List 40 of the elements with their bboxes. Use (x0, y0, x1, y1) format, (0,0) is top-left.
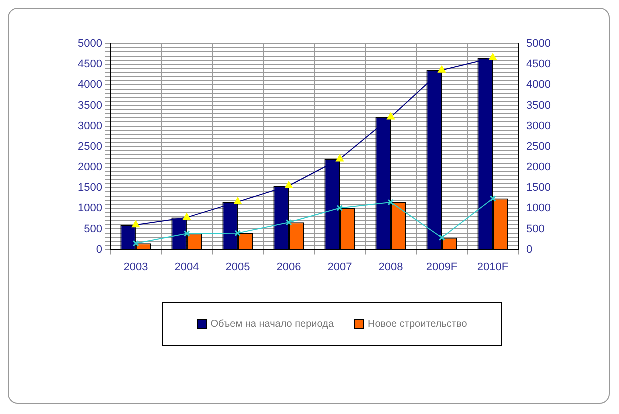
y2-tick-label: 5000 (526, 38, 552, 50)
x-tick-label: 2005 (226, 261, 250, 274)
y-tick-label: 1000 (78, 202, 102, 215)
y2-tick-label: 2500 (526, 140, 552, 153)
y-tick-label: 3000 (78, 120, 102, 132)
point (490, 196, 496, 202)
y-tick-label: 1500 (78, 182, 102, 194)
point (388, 199, 394, 206)
point (438, 234, 446, 242)
y2-tick-label: 1500 (526, 182, 552, 194)
y2-tick-label: 4000 (526, 79, 552, 92)
y-tick-label: 2500 (78, 140, 102, 153)
point (286, 219, 292, 226)
y2-tick-label: 3000 (526, 120, 552, 132)
y2-tick-label: 500 (526, 223, 545, 236)
x-tick-label: 2010F (477, 261, 509, 274)
y2-tick-label: 4500 (526, 58, 552, 71)
y-tick-label: 500 (84, 223, 102, 236)
y-tick-label: 4500 (78, 58, 102, 71)
x-tick-label: 2008 (378, 261, 404, 274)
y-tick-label: 5000 (78, 38, 102, 50)
y-tick-label: 4000 (78, 79, 102, 92)
y-tick-label: 0 (96, 244, 102, 256)
x-tick-label: 2007 (328, 261, 352, 274)
point (336, 205, 344, 212)
y2-tick-label: 2000 (526, 162, 552, 174)
x-tick-label: 2003 (124, 261, 148, 274)
y2-tick-label: 3500 (526, 100, 552, 112)
y-tick-label: 3500 (78, 100, 102, 112)
legend-label: Объем на начало периода (210, 318, 334, 330)
y2-tick-label: 0 (526, 244, 533, 256)
legend-label: Новое строительство (368, 318, 468, 330)
point (234, 230, 242, 237)
x-tick-label: 2004 (174, 261, 200, 274)
x-tick-label: 2006 (276, 261, 302, 274)
y2-tick-label: 1000 (526, 202, 552, 215)
x-tick-label: 2009F (426, 261, 458, 274)
point (184, 230, 190, 237)
point (132, 240, 140, 247)
y-tick-label: 2000 (78, 162, 102, 174)
